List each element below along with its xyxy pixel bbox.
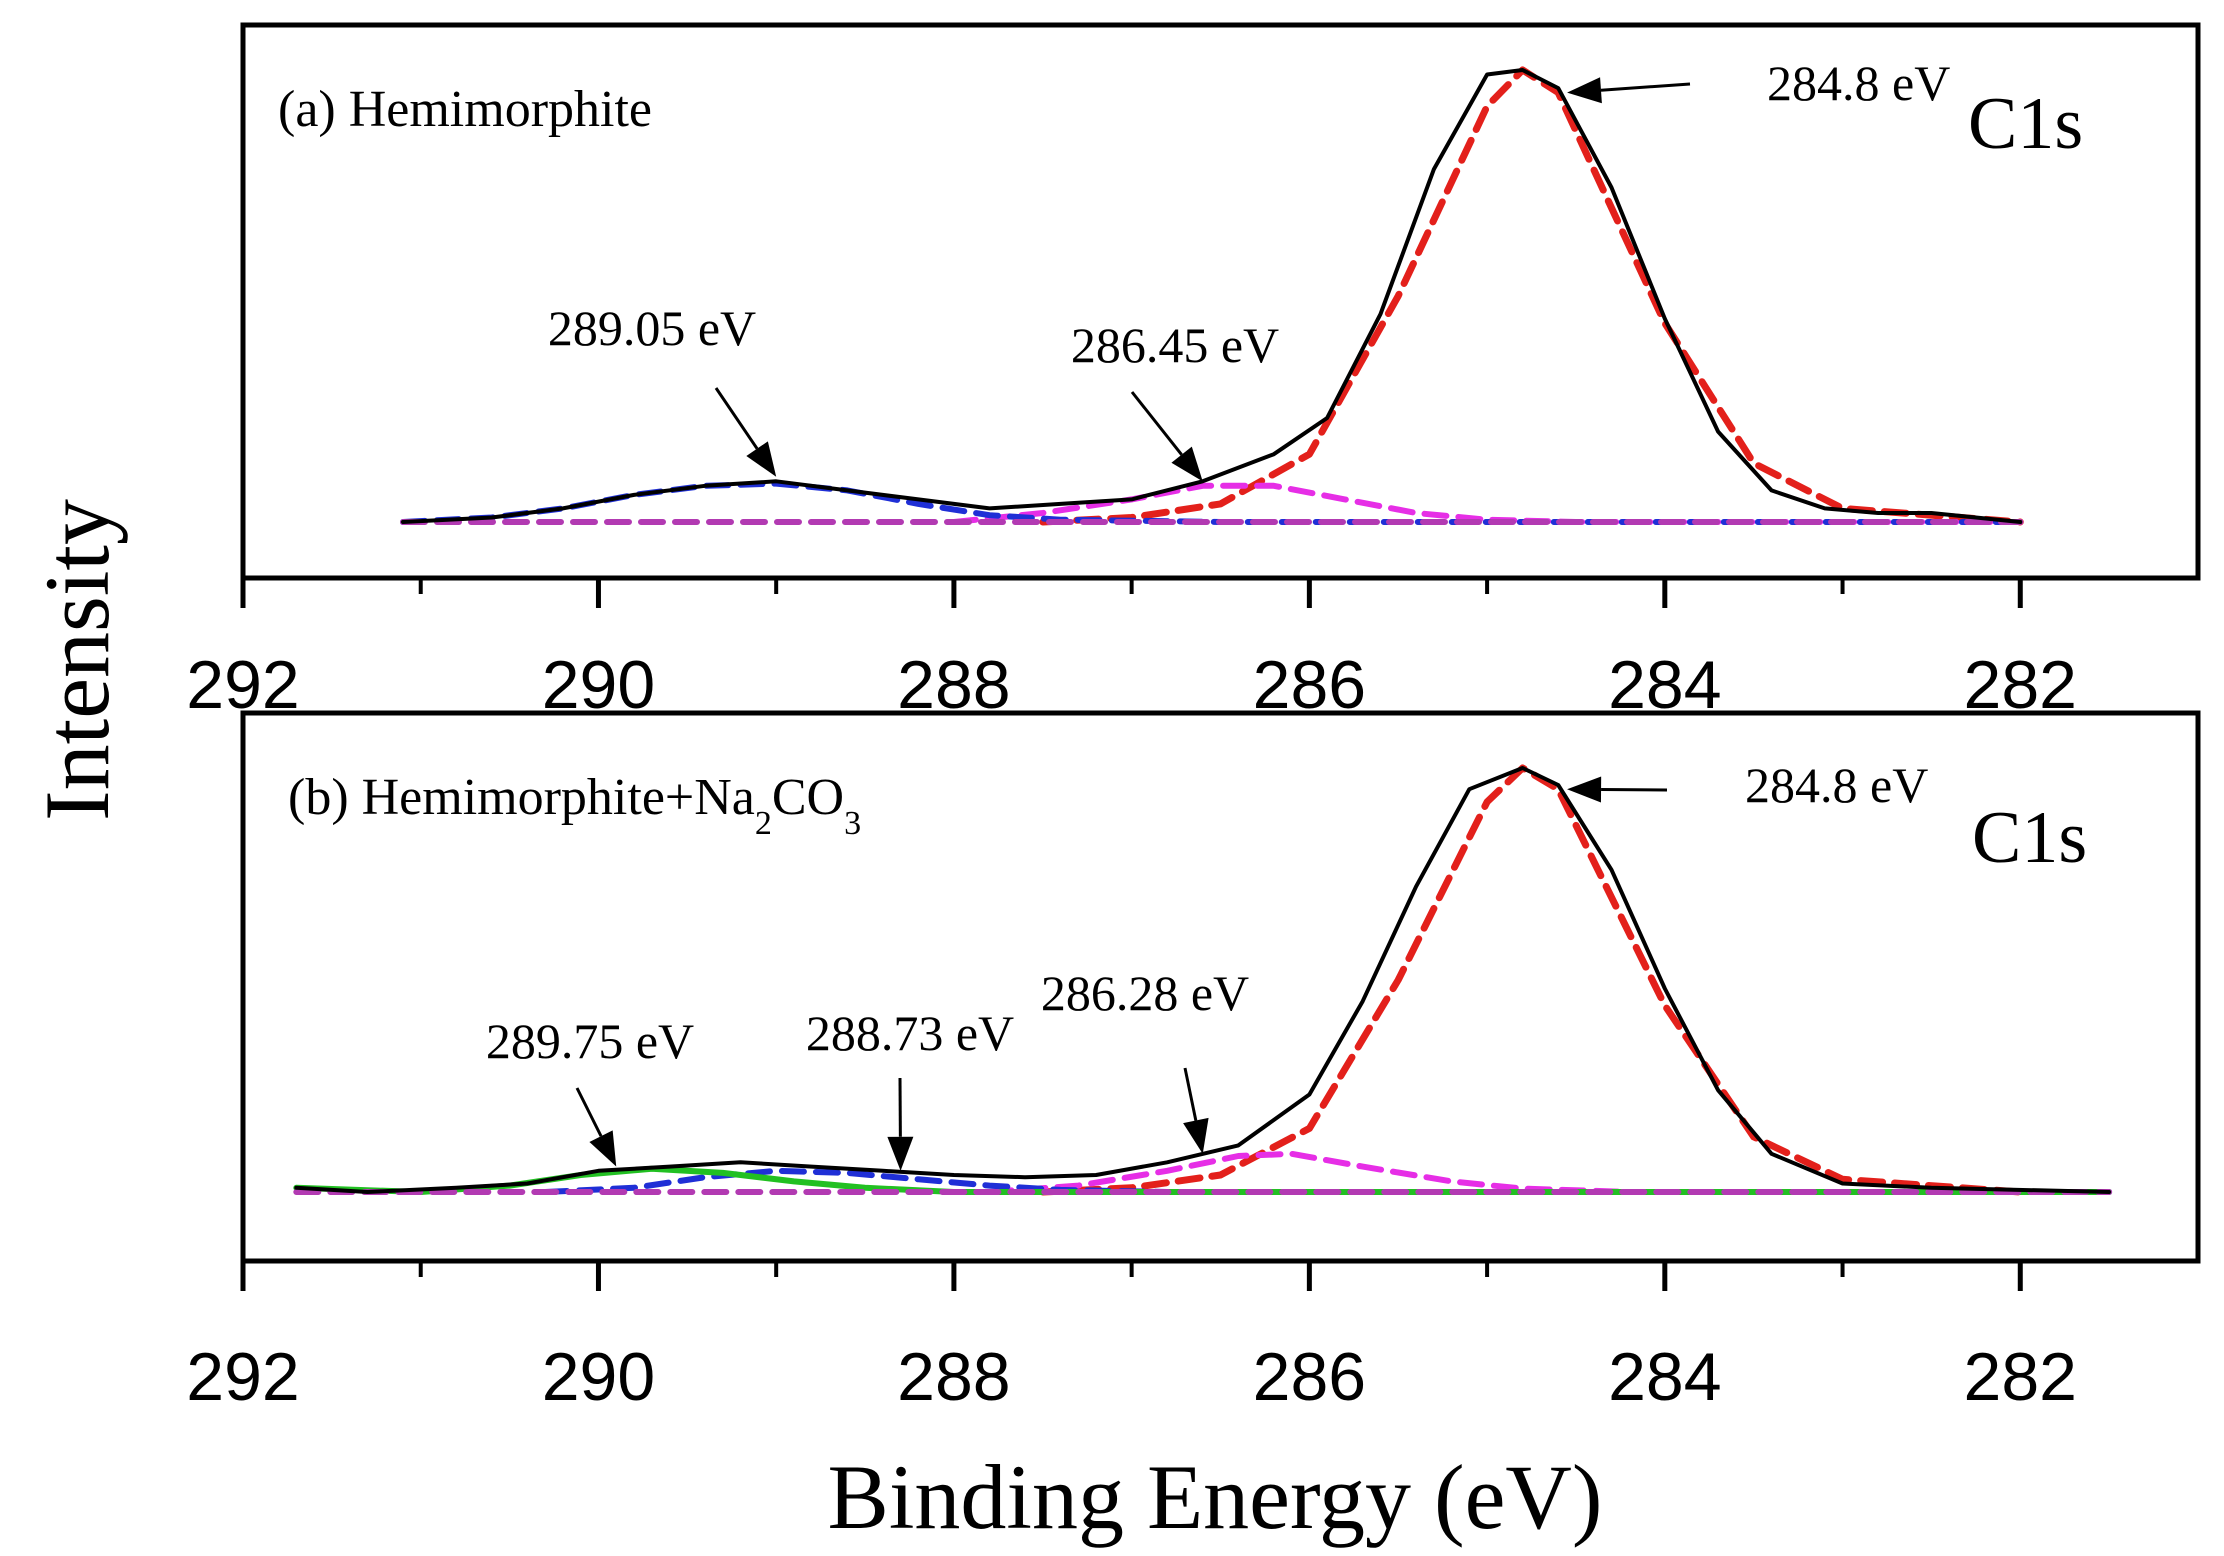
peak-annotation-label: 289.05 eV (548, 300, 756, 356)
panel-b-annotations: 284.8 eV 286.28 eV 288.73 eV 289.75 eV (486, 757, 1928, 1171)
panel-b-x-ticks: 292 290 288 286 284 282 (186, 1261, 2077, 1415)
panel-b-series (293, 764, 2113, 1196)
panel-b: 292 290 288 286 284 282 284.8 eV 286.28 eV 288.… (186, 710, 2201, 1415)
series-envelope (294, 766, 2112, 1194)
panel-b-title-main: (b) Hemimorphite+Na (288, 769, 755, 826)
y-axis-title: Intensity (26, 499, 128, 821)
panel-a-orbital-label: C1s (1968, 83, 2083, 165)
peak-annotation-arrow-shaft (575, 1087, 603, 1137)
panel-b-title-sub1: 2 (755, 805, 772, 842)
panel-a-title: (a) Hemimorphite (278, 81, 652, 138)
panel-b-title: (b) Hemimorphite+Na2CO3 (288, 769, 861, 842)
peak-annotation-label: 288.73 eV (806, 1005, 1014, 1061)
peak-annotation-label: 286.28 eV (1041, 965, 1249, 1021)
x-tick-label: 286 (1253, 1339, 1366, 1415)
peak-annotation-arrow-shaft (714, 387, 759, 450)
panel-a-series (400, 66, 2024, 526)
peak-annotation-arrow-head (1183, 1117, 1209, 1154)
x-tick-label: 282 (1964, 1339, 2077, 1415)
x-tick-label: 286 (1253, 647, 1366, 723)
peak-annotation-label: 286.45 eV (1071, 317, 1279, 373)
x-tick-label: 284 (1608, 1339, 1721, 1415)
x-tick-label: 288 (897, 1339, 1010, 1415)
series-envelope (401, 68, 2023, 524)
panel-a: 292 290 288 286 284 282 284.8 eV 286.45 eV 289.… (186, 22, 2201, 723)
x-tick-label: 290 (542, 647, 655, 723)
panel-a-annotations: 284.8 eV 286.45 eV 289.05 eV (548, 55, 1950, 482)
x-tick-label: 292 (186, 647, 299, 723)
panel-b-title-mid: CO (772, 769, 844, 826)
panel-b-title-sub2: 3 (844, 805, 861, 842)
x-tick-label: 292 (186, 1339, 299, 1415)
x-tick-label: 288 (897, 647, 1010, 723)
panel-a-x-ticks: 292 290 288 286 284 282 (186, 578, 2077, 723)
panel-b-orbital-label: C1s (1972, 797, 2087, 879)
peak-annotation-label: 289.75 eV (486, 1013, 694, 1069)
x-tick-label: 290 (542, 1339, 655, 1415)
peak-annotation-arrow-head (1567, 77, 1602, 104)
peak-annotation-arrow-shaft (1601, 787, 1668, 792)
peak-annotation-arrow-shaft (1183, 1067, 1198, 1121)
panel-a-frame (240, 22, 2201, 581)
series-peak-288.73 (542, 1167, 2113, 1195)
peak-annotation-arrow-head (746, 441, 777, 477)
x-axis-title: Binding Energy (eV) (827, 1446, 1602, 1548)
peak-annotation-label: 284.8 eV (1767, 55, 1950, 111)
x-tick-label: 284 (1608, 647, 1721, 723)
peak-annotation-arrow-head (589, 1130, 617, 1167)
series-peak-284.8 (1039, 764, 2024, 1196)
series-peak-284.8 (1039, 66, 2024, 526)
peak-annotation-arrow-shaft (1600, 82, 1691, 92)
peak-annotation-arrow-shaft (1130, 391, 1183, 456)
peak-annotation-label: 284.8 eV (1745, 757, 1928, 813)
peak-annotation-arrow-head (887, 1136, 914, 1171)
panel-b-frame (240, 710, 2201, 1264)
x-tick-label: 282 (1964, 647, 2077, 723)
peak-annotation-arrow-head (1171, 446, 1203, 482)
peak-annotation-arrow-head (1567, 776, 1602, 803)
